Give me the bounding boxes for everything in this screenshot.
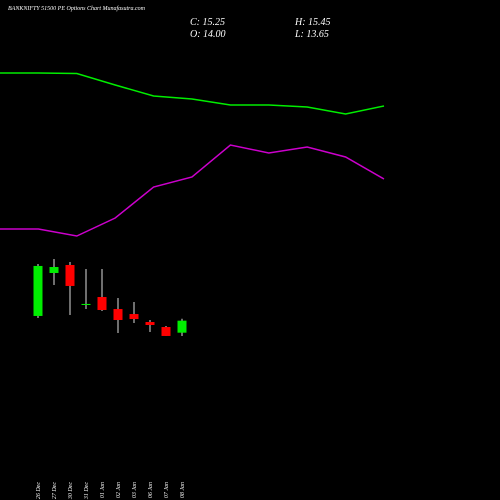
candle-body: [145, 322, 155, 325]
candle-body: [65, 265, 75, 286]
candle-body: [97, 297, 107, 310]
low-label: L: 13.65: [294, 29, 329, 40]
x-tick-label: 01 Jan: [100, 482, 106, 498]
chart-title: BANKNIFTY 51500 PE Options Chart Munafas…: [8, 5, 146, 12]
indicator-line: [0, 144, 385, 237]
candle-body: [113, 309, 123, 320]
candle-body: [81, 303, 91, 305]
x-tick-label: 26 Dec: [36, 482, 42, 499]
x-tick-label: 31 Dec: [84, 482, 90, 500]
open-label: O: 14.00: [190, 29, 226, 40]
close-label: C: 15.25: [190, 17, 225, 28]
x-tick-label: 08 Jan: [180, 482, 186, 498]
candle-body: [33, 265, 43, 316]
x-tick-label: 30 Dec: [68, 482, 74, 500]
x-tick-label: 06 Jan: [148, 482, 154, 498]
x-tick-label: 03 Jan: [132, 482, 138, 498]
candle-body: [177, 320, 187, 333]
indicator-line: [0, 72, 385, 115]
candle-body: [129, 314, 139, 320]
x-tick-label: 07 Jan: [164, 482, 170, 498]
x-tick-label: 27 Dec: [52, 482, 58, 499]
candle-body: [49, 267, 59, 273]
candle-body: [161, 327, 171, 336]
x-tick-label: 02 Jan: [116, 482, 122, 498]
high-label: H: 15.45: [294, 17, 331, 28]
